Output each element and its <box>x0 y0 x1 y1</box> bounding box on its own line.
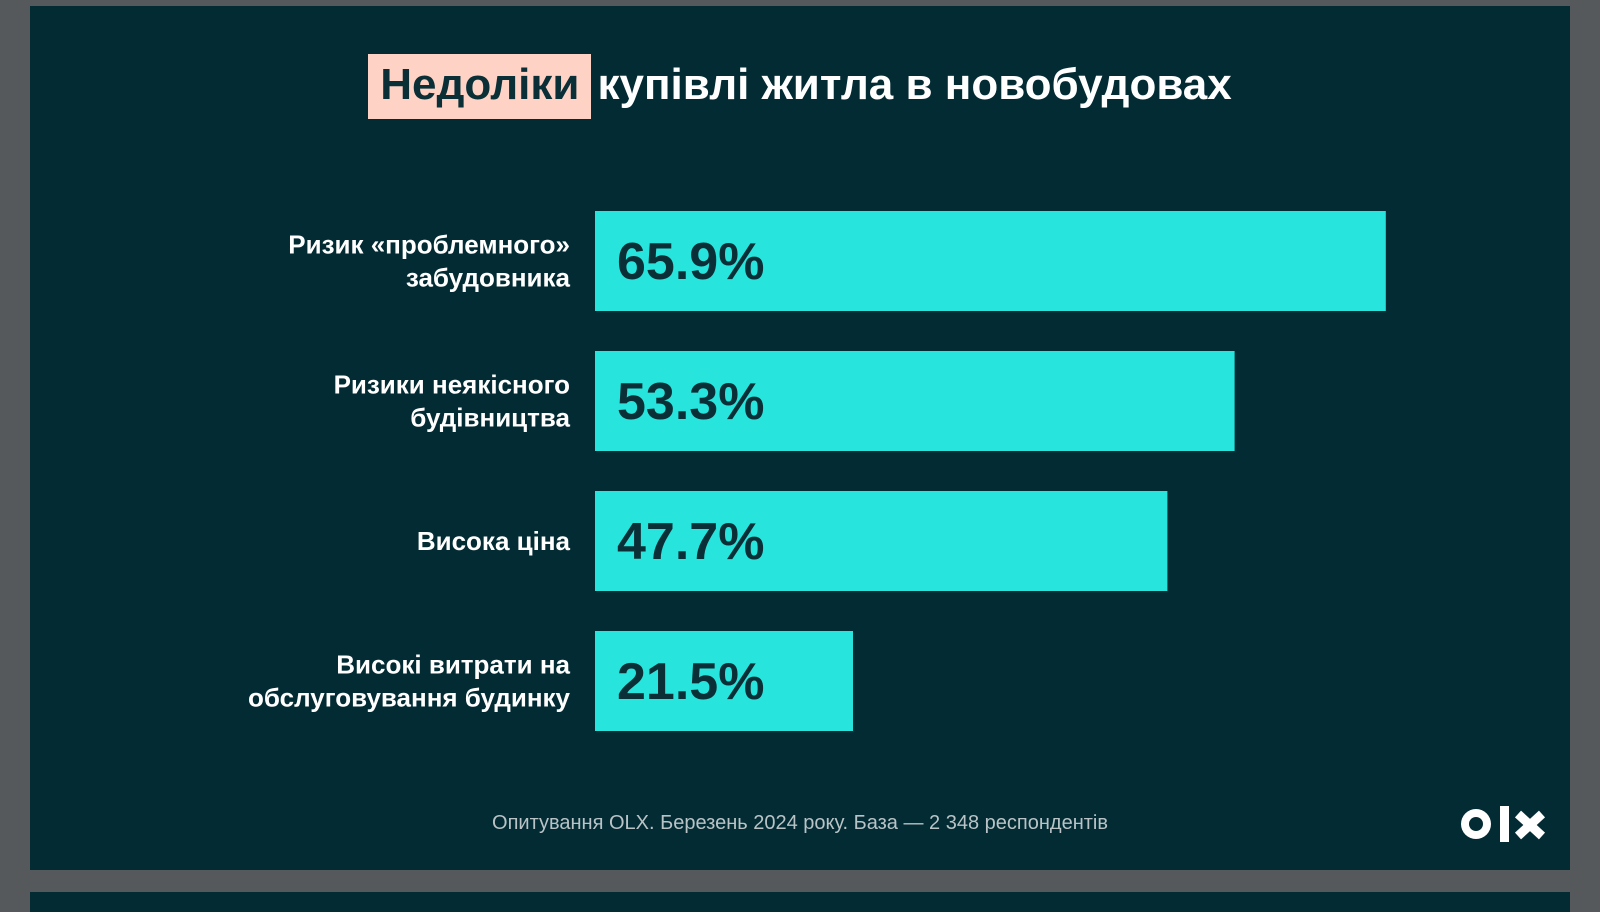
chart-title: Недоліки купівлі житла в новобудовах <box>0 54 1600 119</box>
category-label-1-line-1: Ризик «проблемного» <box>288 230 570 260</box>
category-label-1-line-2: забудовника <box>406 263 571 293</box>
category-label-3-line-1: Висока ціна <box>417 526 571 556</box>
category-label-4-line-2: обслуговування будинку <box>248 683 570 713</box>
title-highlight: Недоліки <box>368 54 592 119</box>
olx-logo-icon <box>1461 806 1546 842</box>
bar-3 <box>595 491 1168 591</box>
bar-value-label-1: 65.9% <box>617 233 764 291</box>
bar-2 <box>595 351 1235 451</box>
bar-value-label-3: 47.7% <box>617 513 764 571</box>
bar-value-label-4: 21.5% <box>617 653 764 711</box>
category-label-2-line-2: будівництва <box>410 403 570 433</box>
survey-footnote: Опитування OLX. Березень 2024 року. База… <box>492 812 1108 834</box>
category-label-4-line-1: Високі витрати на <box>336 650 570 680</box>
bar-value-label-2: 53.3% <box>617 373 764 431</box>
category-label-2-line-1: Ризики неякісного <box>334 370 570 400</box>
title-rest: купівлі житла в новобудовах <box>597 60 1232 109</box>
bar-1 <box>595 211 1386 311</box>
bar-4 <box>595 631 853 731</box>
